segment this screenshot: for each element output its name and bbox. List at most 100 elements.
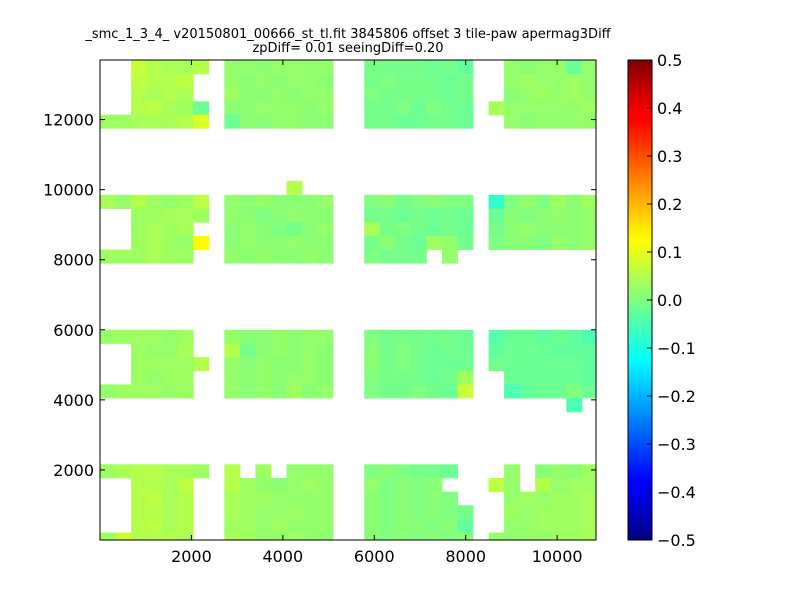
heatmap-cell	[177, 518, 194, 534]
heatmap-cell	[519, 343, 536, 358]
heatmap-cell	[410, 505, 427, 520]
heatmap-cell	[535, 505, 552, 520]
heatmap-cell	[441, 74, 458, 89]
heatmap-cell	[270, 87, 287, 102]
heatmap-cell	[286, 60, 303, 75]
heatmap-cell	[255, 114, 272, 129]
heatmap-cell	[488, 477, 505, 493]
heatmap-cell	[426, 87, 443, 102]
heatmap-cell	[566, 87, 583, 102]
heatmap-cell	[286, 532, 303, 540]
heatmap-cell	[255, 249, 272, 264]
heatmap-cell	[426, 518, 443, 534]
heatmap-cell	[239, 518, 256, 534]
heatmap-cell	[426, 491, 443, 506]
heatmap-cell	[270, 491, 287, 506]
heatmap-cell	[146, 370, 163, 385]
heatmap-cell	[255, 477, 272, 493]
heatmap-cell	[224, 114, 241, 129]
heatmap-cell	[302, 464, 318, 479]
heatmap-cell	[581, 518, 596, 534]
heatmap-cell	[364, 249, 381, 264]
heatmap-cell	[379, 208, 396, 223]
heatmap-cell	[504, 357, 521, 372]
heatmap-cell	[255, 464, 272, 479]
heatmap-cell	[239, 87, 256, 102]
heatmap-cell	[395, 329, 412, 344]
heatmap-cell	[302, 235, 318, 250]
colorbar-axis: 0.5 0.4 0.3 0.2 0.1 0.0 −0.1 −0.2 −0.3 −0.4 −0.5	[647, 51, 696, 550]
heatmap-cell	[131, 505, 148, 520]
heatmap-cell	[535, 370, 552, 385]
heatmap-cell	[519, 357, 536, 372]
heatmap-cell	[177, 249, 194, 264]
heatmap-cell	[566, 329, 583, 344]
heatmap-cell	[255, 222, 272, 237]
heatmap-cell	[364, 222, 381, 237]
heatmap-cell	[519, 370, 536, 385]
heatmap-cell	[441, 194, 458, 209]
heatmap-cell	[162, 343, 179, 358]
heatmap-cell	[535, 384, 552, 399]
heatmap-cell	[255, 491, 272, 506]
heatmap-cell	[162, 491, 179, 506]
heatmap-cell	[519, 222, 536, 237]
heatmap-cell	[395, 101, 412, 116]
heatmap-cell	[146, 74, 163, 89]
heatmap-cell	[519, 74, 536, 89]
heatmap-cell	[566, 114, 583, 129]
heatmap-cell	[519, 235, 536, 250]
heatmap-cell	[100, 329, 116, 344]
heatmap-cell	[535, 222, 552, 237]
heatmap-cell	[581, 343, 596, 358]
heatmap-cell	[488, 329, 505, 344]
heatmap-cell	[302, 329, 318, 344]
heatmap-cell	[364, 329, 381, 344]
heatmap-cell	[239, 532, 256, 540]
heatmap-cell	[286, 101, 303, 116]
heatmap-cell	[379, 477, 396, 493]
heatmap-cell	[224, 518, 241, 534]
y-tick-label: 12000	[43, 111, 94, 130]
heatmap-cell	[535, 329, 552, 344]
heatmap-cell	[131, 464, 148, 479]
heatmap-cell	[488, 357, 505, 372]
heatmap-cell	[239, 74, 256, 89]
heatmap-cell	[115, 384, 132, 399]
heatmap-cell	[566, 222, 583, 237]
heatmap-cell	[581, 235, 596, 250]
heatmap-cell	[364, 477, 381, 493]
heatmap-cell	[162, 114, 179, 129]
heatmap-cell	[224, 464, 241, 479]
heatmap-cell	[488, 222, 505, 237]
heatmap-cell	[379, 101, 396, 116]
heatmap-cell	[504, 114, 521, 129]
heatmap-cell	[286, 477, 303, 493]
heatmap-cell	[441, 518, 458, 534]
heatmap-cell	[364, 343, 381, 358]
heatmap-cell	[566, 464, 583, 479]
heatmap-cell	[115, 249, 132, 264]
heatmap-cell	[364, 235, 381, 250]
heatmap-cell	[162, 384, 179, 399]
heatmap-cell	[550, 222, 567, 237]
heatmap-cell	[441, 384, 458, 399]
heatmap-cell	[504, 370, 521, 385]
y-tick-label: 8000	[53, 251, 94, 270]
heatmap-cell	[239, 477, 256, 493]
heatmap-cell	[146, 384, 163, 399]
heatmap-cell	[441, 505, 458, 520]
heatmap-cell	[504, 477, 521, 493]
heatmap-cell	[426, 357, 443, 372]
heatmap-cell	[504, 343, 521, 358]
heatmap-cell	[177, 235, 194, 250]
heatmap-cell	[488, 101, 505, 116]
heatmap-cell	[581, 222, 596, 237]
heatmap-cell	[100, 249, 116, 264]
heatmap-cell	[426, 235, 443, 250]
heatmap-cell	[317, 477, 334, 493]
heatmap-cell	[302, 477, 318, 493]
heatmap-cell	[115, 194, 132, 209]
heatmap-cell	[410, 343, 427, 358]
heatmap-cell	[504, 101, 521, 116]
